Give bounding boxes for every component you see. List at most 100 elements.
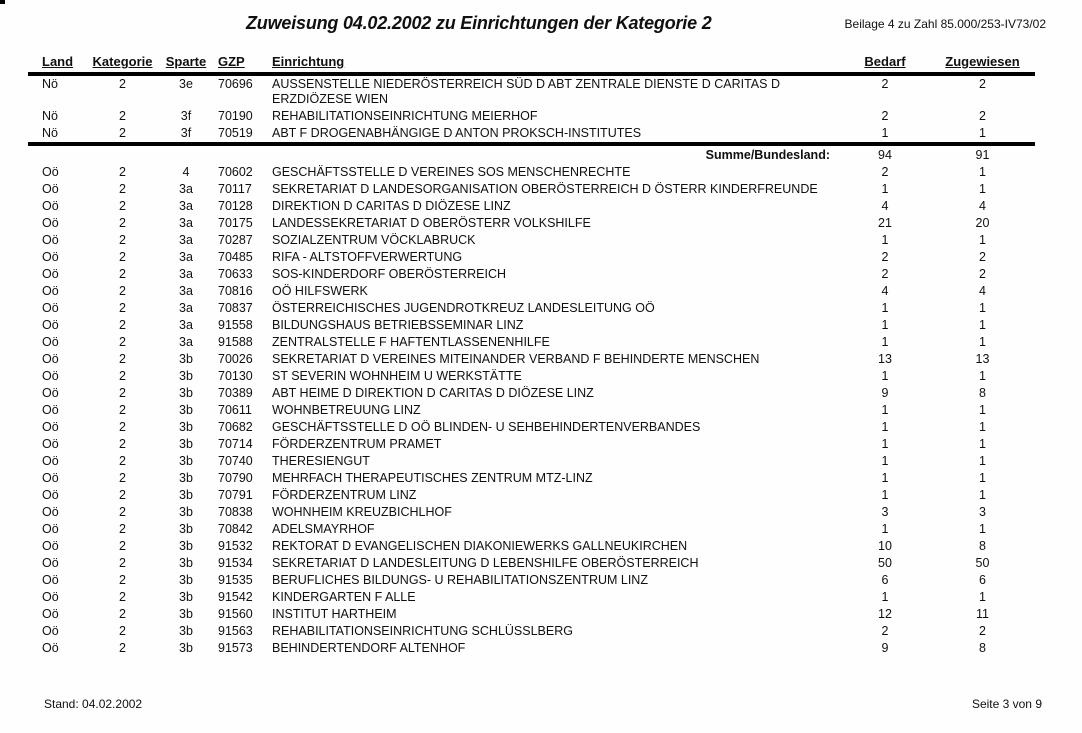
cell-zugewiesen: 20	[975, 216, 990, 230]
column-header-bedarf: Bedarf	[840, 52, 930, 76]
table-row: Oö 2 3a 91558 BILDUNGSHAUS BETRIEBSSEMIN…	[28, 317, 1035, 334]
cell-zugewiesen: 4	[979, 199, 986, 213]
cell-bedarf: 2	[881, 109, 889, 123]
cell-gzp: 70791	[218, 488, 253, 502]
summary-bedarf-total: 94	[840, 142, 930, 164]
cell-sparte: 3a	[179, 250, 193, 264]
cell-gzp: 70714	[218, 437, 253, 451]
cell-sparte: 3a	[179, 284, 193, 298]
cell-einrichtung: LANDESSEKRETARIAT D OBERÖSTERR VOLKSHILF…	[272, 216, 591, 230]
cell-land: Oö	[42, 318, 59, 332]
table-row: Oö 2 3a 70633 SOS-KINDERDORF OBERÖSTERRE…	[28, 266, 1035, 283]
cell-zugewiesen: 1	[979, 488, 986, 502]
cell-bedarf: 1	[881, 420, 889, 434]
cell-zugewiesen: 4	[979, 284, 986, 298]
cell-land: Oö	[42, 199, 59, 213]
cell-zugewiesen: 1	[979, 182, 986, 196]
cell-sparte: 3a	[179, 182, 193, 196]
cell-zugewiesen: 8	[979, 386, 986, 400]
cell-kategorie: 2	[119, 386, 126, 400]
cell-land: Oö	[42, 471, 59, 485]
cell-empty	[160, 142, 212, 164]
summary-zugewiesen-total: 91	[930, 142, 1035, 164]
cell-gzp: 70128	[218, 199, 253, 213]
cell-zugewiesen: 1	[979, 369, 986, 383]
cell-gzp: 91560	[218, 607, 253, 621]
cell-bedarf: 2	[881, 250, 889, 264]
cell-sparte: 3b	[179, 454, 193, 468]
cell-kategorie: 2	[119, 522, 126, 536]
table-row: Oö 2 3a 70816 OÖ HILFSWERK 4 4	[28, 283, 1035, 300]
cell-kategorie: 2	[119, 233, 126, 247]
cell-land: Oö	[42, 624, 59, 638]
cell-zugewiesen: 11	[976, 607, 989, 621]
cell-land: Oö	[42, 573, 59, 587]
cell-zugewiesen: 1	[979, 233, 986, 247]
cell-bedarf: 2	[881, 165, 889, 179]
table-row: Oö 2 3a 70485 RIFA - ALTSTOFFVERWERTUNG …	[28, 249, 1035, 266]
scan-artifact	[0, 0, 5, 4]
table-row: Oö 2 3a 70837 ÖSTERREICHISCHES JUGENDROT…	[28, 300, 1035, 317]
cell-einrichtung: MEHRFACH THERAPEUTISCHES ZENTRUM MTZ-LIN…	[272, 471, 593, 485]
cell-einrichtung: ADELSMAYRHOF	[272, 522, 375, 536]
cell-kategorie: 2	[119, 199, 126, 213]
cell-sparte: 3b	[179, 352, 193, 366]
cell-einrichtung: ÖSTERREICHISCHES JUGENDROTKREUZ LANDESLE…	[272, 301, 655, 315]
cell-kategorie: 2	[119, 165, 126, 179]
cell-sparte: 3b	[179, 539, 193, 553]
cell-land: Oö	[42, 233, 59, 247]
cell-gzp: 70117	[218, 182, 252, 196]
cell-sparte: 3b	[179, 607, 193, 621]
summary-label: Summe/Bundesland:	[266, 142, 840, 164]
cell-sparte: 3a	[179, 335, 193, 349]
cell-land: Oö	[42, 301, 59, 315]
cell-zugewiesen: 8	[979, 641, 986, 655]
table-row: Oö 2 3b 70791 FÖRDERZENTRUM LINZ 1 1	[28, 487, 1035, 504]
column-header-zugewiesen: Zugewiesen	[930, 52, 1035, 76]
cell-einrichtung: REHABILITATIONSEINRICHTUNG MEIERHOF	[272, 109, 538, 123]
cell-sparte: 3b	[179, 522, 193, 536]
cell-einrichtung: SOS-KINDERDORF OBERÖSTERREICH	[272, 267, 507, 281]
cell-einrichtung: BERUFLICHES BILDUNGS- U REHABILITATIONSZ…	[272, 573, 648, 587]
cell-bedarf: 1	[881, 590, 889, 604]
cell-zugewiesen: 6	[979, 573, 986, 587]
status-date: Stand: 04.02.2002	[44, 697, 143, 711]
cell-bedarf: 1	[881, 335, 889, 349]
cell-kategorie: 2	[119, 301, 126, 315]
cell-einrichtung: THERESIENGUT	[272, 454, 370, 468]
table-row: Oö 2 3b 70130 ST SEVERIN WOHNHEIM U WERK…	[28, 368, 1035, 385]
cell-sparte: 3b	[179, 386, 193, 400]
cell-kategorie: 2	[119, 573, 126, 587]
cell-einrichtung: SOZIALZENTRUM VÖCKLABRUCK	[272, 233, 476, 247]
cell-kategorie: 2	[119, 216, 126, 230]
table-row: Oö 2 3b 70740 THERESIENGUT 1 1	[28, 453, 1035, 470]
cell-kategorie: 2	[119, 284, 126, 298]
cell-zugewiesen: 3	[979, 505, 986, 519]
cell-einrichtung: REKTORAT D EVANGELISCHEN DIAKONIEWERKS G…	[272, 539, 688, 553]
cell-bedarf: 50	[878, 556, 892, 570]
cell-kategorie: 2	[119, 182, 126, 196]
cell-bedarf: 1	[881, 488, 889, 502]
cell-kategorie: 2	[119, 505, 126, 519]
cell-einrichtung: BILDUNGSHAUS BETRIEBSSEMINAR LINZ	[272, 318, 524, 332]
cell-bedarf: 3	[881, 505, 889, 519]
page-title: Zuweisung 04.02.2002 zu Einrichtungen de…	[246, 13, 712, 33]
cell-kategorie: 2	[119, 267, 126, 281]
cell-land: Oö	[42, 335, 59, 349]
cell-kategorie: 2	[119, 403, 126, 417]
cell-empty	[212, 142, 266, 164]
cell-gzp: 70611	[218, 403, 252, 417]
table-row: Oö 2 3b 70389 ABT HEIME D DIREKTION D CA…	[28, 385, 1035, 402]
cell-zugewiesen: 2	[979, 624, 986, 638]
cell-einrichtung: ABT F DROGENABHÄNGIGE D ANTON PROKSCH-IN…	[272, 126, 642, 140]
cell-einrichtung: DIREKTION D CARITAS D DIÖZESE LINZ	[272, 199, 511, 213]
cell-gzp: 91532	[218, 539, 253, 553]
cell-sparte: 3b	[179, 437, 193, 451]
cell-sparte: 3a	[179, 216, 193, 230]
table-row: Oö 2 3b 70026 SEKRETARIAT D VEREINES MIT…	[28, 351, 1035, 368]
cell-land: Oö	[42, 352, 59, 366]
column-header-sparte: Sparte	[160, 52, 212, 76]
cell-sparte: 3b	[179, 403, 193, 417]
table-row: Oö 2 3b 91573 BEHINDERTENDORF ALTENHOF 9…	[28, 640, 1035, 657]
cell-land: Oö	[42, 165, 59, 179]
